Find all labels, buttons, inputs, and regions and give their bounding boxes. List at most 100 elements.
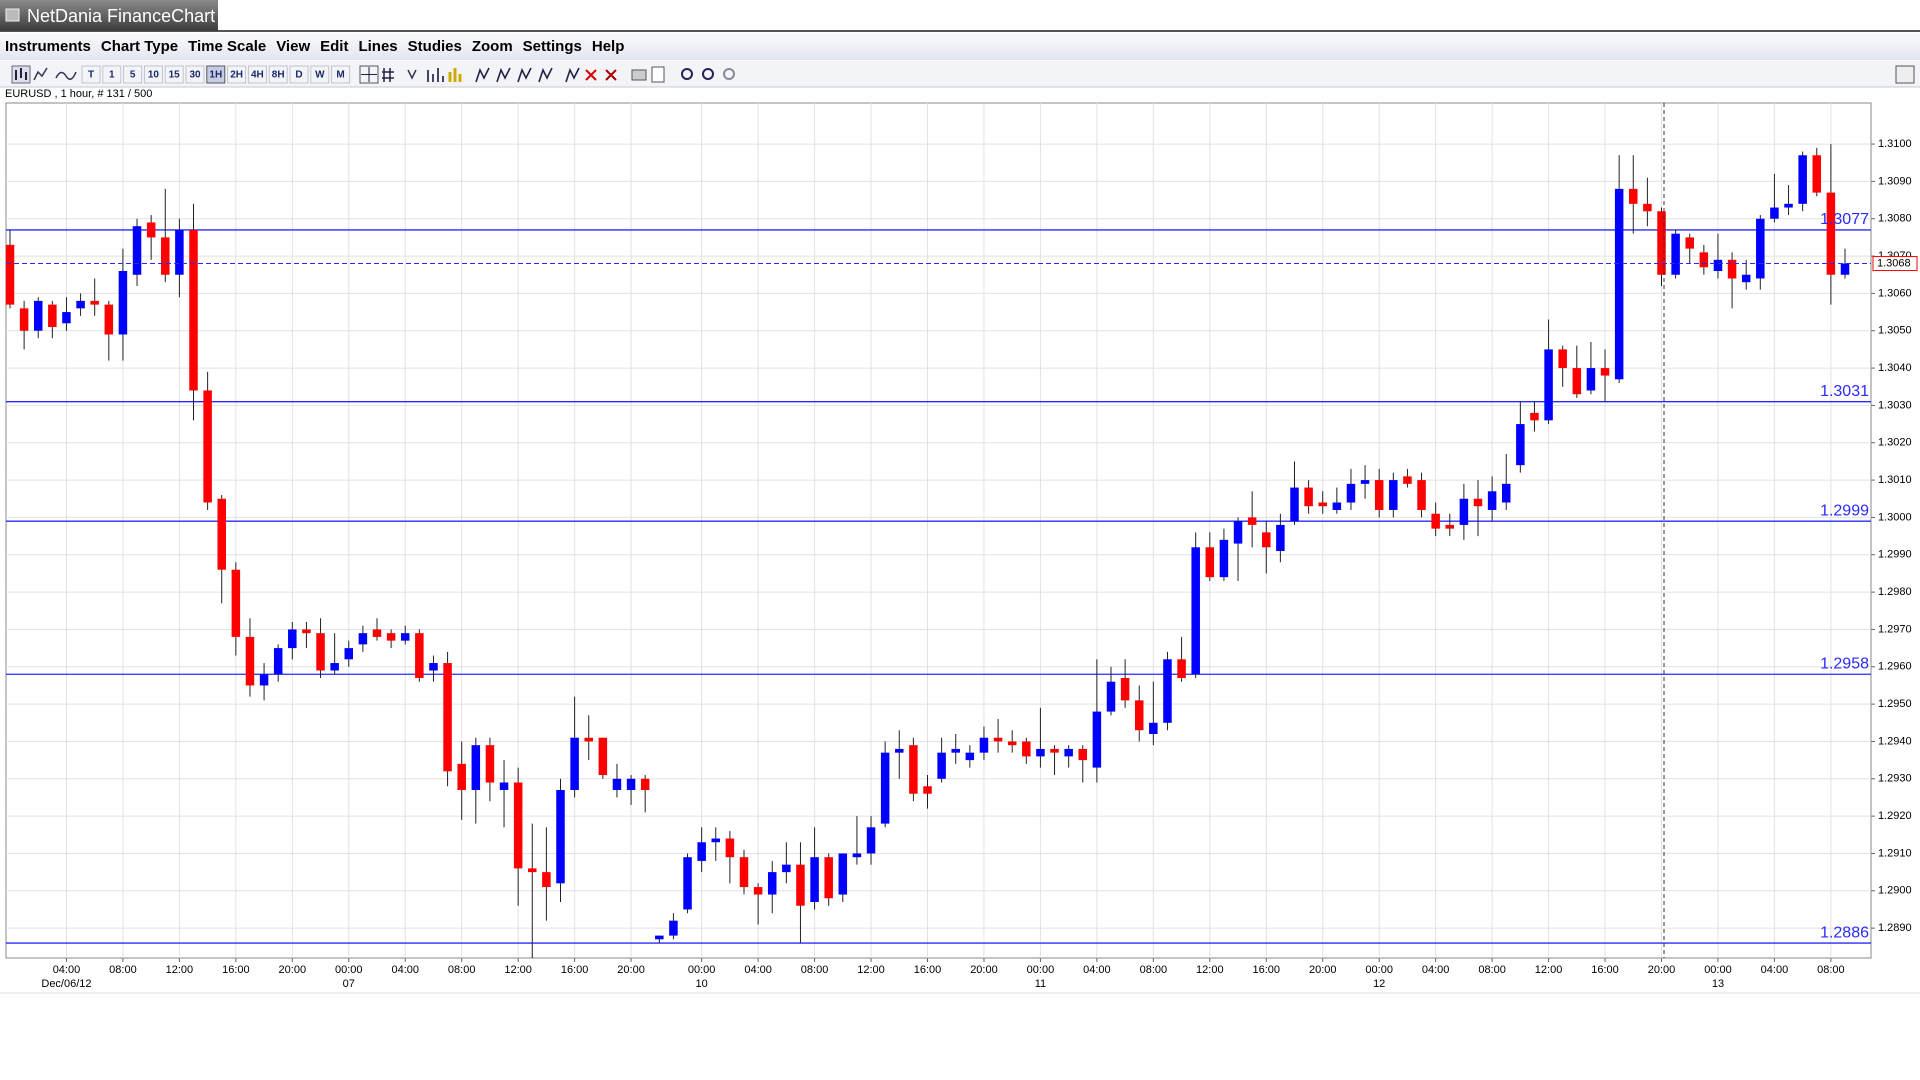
icon[interactable] <box>565 67 580 83</box>
menu-item[interactable]: Settings <box>523 38 582 55</box>
icon <box>15 68 27 80</box>
menu-item[interactable]: View <box>276 38 310 55</box>
timeframe-button[interactable]: 10 <box>148 70 160 81</box>
menu-item[interactable]: Time Scale <box>188 38 266 55</box>
delete-button[interactable] <box>585 69 597 81</box>
menu-item[interactable]: Lines <box>358 38 397 55</box>
preview-button[interactable] <box>651 66 665 83</box>
candle-body <box>880 752 890 824</box>
zoom-in-button[interactable] <box>681 68 693 80</box>
last-price-label: 1.3068 <box>1877 257 1911 269</box>
timeframe-button-frame[interactable] <box>164 65 184 84</box>
candle-body <box>1233 521 1243 544</box>
timeframe-button[interactable]: M <box>336 70 344 81</box>
menu-item[interactable]: Studies <box>408 38 462 55</box>
candle-body <box>1544 349 1553 421</box>
candle-body <box>5 244 15 305</box>
timeframe-button-frame[interactable] <box>81 65 101 84</box>
x-tick-label: 00:00 <box>1704 964 1732 976</box>
candle-body <box>711 838 721 843</box>
x-tick-label: 00:00 <box>335 964 363 976</box>
timeframe-button-frame[interactable] <box>331 65 351 84</box>
timeframe-button[interactable]: 30 <box>189 70 201 81</box>
timeframe-button[interactable]: D <box>295 70 302 81</box>
timeframe-button[interactable]: 1H <box>209 70 222 81</box>
drawing-tools[interactable] <box>475 67 553 83</box>
timeframe-button-frame[interactable] <box>289 65 309 84</box>
y-tick-label: 1.2890 <box>1878 922 1912 934</box>
candle-body <box>824 857 833 899</box>
candle-body <box>189 229 198 391</box>
timeframe-button[interactable]: 8H <box>272 70 285 81</box>
crosshair-button[interactable] <box>359 65 379 84</box>
x-tick-label: 08:00 <box>1817 964 1845 976</box>
menu-item[interactable]: Edit <box>320 38 348 55</box>
timeframe-button-frame[interactable] <box>123 65 143 84</box>
x-tick-label: 04:00 <box>391 964 419 976</box>
y-tick-label: 1.3100 <box>1878 138 1912 150</box>
x-date-label: 11 <box>1035 978 1046 990</box>
menu-item[interactable]: Zoom <box>472 38 513 55</box>
candle-body <box>598 737 608 776</box>
candle-body <box>1276 524 1285 552</box>
timeframe-button[interactable]: T <box>88 70 94 81</box>
timeframe-button-frame[interactable] <box>185 65 205 84</box>
menu-item[interactable]: Help <box>592 38 625 55</box>
x-tick-label: 20:00 <box>617 964 645 976</box>
timeframe-button-frame[interactable] <box>206 65 226 84</box>
icon[interactable] <box>407 69 417 80</box>
title-bar <box>0 0 1920 32</box>
timeframe-button[interactable]: W <box>315 70 325 81</box>
x-tick-label: 08:00 <box>1478 964 1506 976</box>
candle-body <box>132 226 142 275</box>
delete-all-button[interactable] <box>605 69 617 81</box>
timeframe-button-frame[interactable] <box>102 65 122 84</box>
x-tick-label: 20:00 <box>970 964 998 976</box>
timeframe-button-frame[interactable] <box>268 65 288 84</box>
timeframe-button-frame[interactable] <box>227 65 247 84</box>
candle-body <box>146 222 156 238</box>
level-label: 1.2999 <box>1820 502 1869 519</box>
menu-item[interactable]: Chart Type <box>101 38 178 55</box>
candle-body <box>485 745 495 783</box>
candle-body <box>1290 487 1299 522</box>
x-tick-label: 04:00 <box>1422 964 1450 976</box>
candle-body <box>19 308 29 331</box>
x-tick-label: 12:00 <box>1196 964 1224 976</box>
candle-body <box>923 786 932 794</box>
timeframe-button-frame[interactable] <box>143 65 163 84</box>
candle-body <box>1459 498 1469 525</box>
timeframe-button[interactable]: 5 <box>130 70 136 81</box>
timeframe-button[interactable]: 4H <box>251 70 264 81</box>
timeframe-button[interactable]: 2H <box>230 70 243 81</box>
candle-body <box>1501 483 1511 503</box>
candle-body <box>570 737 579 790</box>
x-tick-label: 04:00 <box>744 964 772 976</box>
candle-body <box>937 752 946 779</box>
panel-button[interactable] <box>1895 65 1915 84</box>
zoom-reset-button[interactable] <box>723 68 735 80</box>
timeframe-button[interactable]: 15 <box>169 70 181 81</box>
timeframe-button[interactable]: 1 <box>109 70 115 81</box>
candle-body <box>838 853 848 895</box>
timeframe-button-frame[interactable] <box>247 65 267 84</box>
candle-body <box>542 872 551 888</box>
icon[interactable] <box>33 67 48 81</box>
x-tick-label: 16:00 <box>1253 964 1281 976</box>
icon[interactable] <box>448 68 462 82</box>
candle-body <box>1134 700 1144 731</box>
candle-body <box>1586 368 1596 391</box>
grid-button[interactable] <box>382 68 394 82</box>
icon[interactable] <box>427 68 444 82</box>
timeframe-button-frame[interactable] <box>310 65 330 84</box>
y-tick-label: 1.2960 <box>1878 661 1912 673</box>
zoom-out-button[interactable] <box>702 68 714 80</box>
candle-body <box>429 663 438 671</box>
candle-body <box>1614 188 1624 380</box>
icon[interactable] <box>55 71 77 80</box>
candle-body <box>1191 547 1200 675</box>
print-button[interactable] <box>631 69 647 81</box>
menu-item[interactable]: Instruments <box>5 38 91 55</box>
y-tick-label: 1.3040 <box>1878 362 1912 374</box>
